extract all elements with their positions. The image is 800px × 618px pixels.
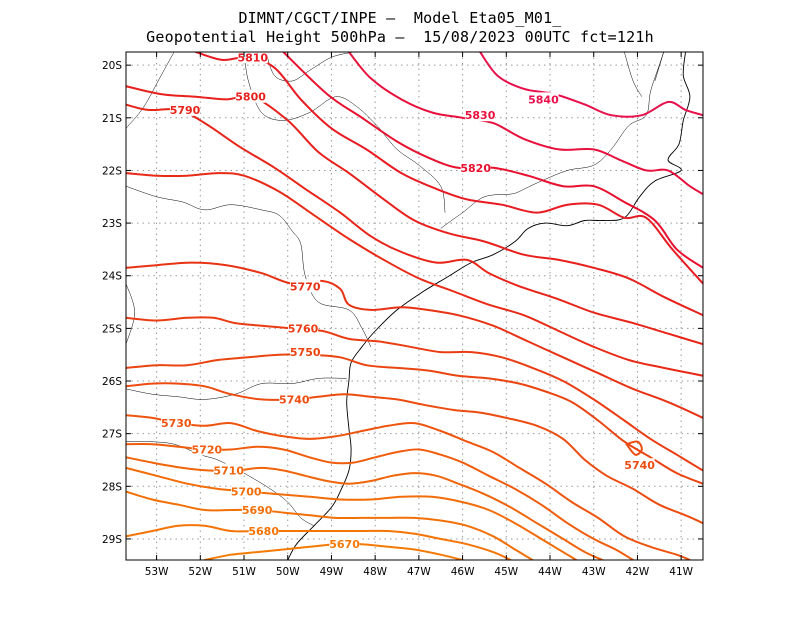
contour-label-5740: 5740 bbox=[279, 393, 310, 406]
y-tick-label: 28S bbox=[102, 481, 122, 493]
contour-5700 bbox=[126, 466, 578, 560]
state-border bbox=[265, 52, 354, 82]
contour-5680 bbox=[126, 524, 512, 560]
contour-label-bg bbox=[237, 50, 268, 64]
contour-label-bg bbox=[170, 102, 201, 116]
contour-5830 bbox=[347, 52, 703, 196]
x-tick-label: 44W bbox=[538, 566, 562, 578]
contour-label-5800: 5800 bbox=[235, 91, 266, 104]
contour-5690 bbox=[126, 490, 534, 560]
x-tick-label: 51W bbox=[232, 566, 256, 578]
contour-label-5680: 5680 bbox=[248, 525, 279, 538]
contour-label-bg bbox=[279, 392, 310, 406]
contour-label-bg bbox=[231, 484, 262, 498]
y-tick-label: 26S bbox=[102, 376, 122, 388]
contour-label-bg bbox=[624, 458, 655, 472]
state-border bbox=[624, 52, 643, 97]
contour-label-bg bbox=[288, 321, 319, 335]
coastline bbox=[287, 52, 691, 560]
x-tick-label: 52W bbox=[188, 566, 212, 578]
contour-label-5830: 5830 bbox=[465, 109, 496, 122]
contour-label-5690: 5690 bbox=[242, 504, 273, 517]
contour-label-bg bbox=[191, 442, 222, 456]
state-border bbox=[519, 52, 664, 192]
contour-label-5750: 5750 bbox=[290, 346, 321, 359]
state-border bbox=[440, 191, 520, 229]
x-tick-label: 50W bbox=[276, 566, 300, 578]
contour-5760 bbox=[126, 316, 703, 472]
contour-5740 bbox=[126, 382, 703, 525]
x-tick-label: 47W bbox=[407, 566, 431, 578]
contour-label-bg bbox=[248, 524, 279, 538]
geographic-boundaries bbox=[126, 52, 691, 560]
map-title-line-2: Geopotential Height 500hPa – 15/08/2023 … bbox=[146, 28, 654, 46]
contour-label-5840: 5840 bbox=[528, 93, 559, 106]
y-tick-label: 29S bbox=[102, 534, 122, 546]
contour-labels: 5840 5830 5820 5810 5800 5790 5770 5760 5750 5740… bbox=[161, 50, 655, 551]
plot-frame bbox=[125, 51, 704, 561]
contour-label-5770: 5770 bbox=[290, 280, 321, 293]
state-border bbox=[654, 52, 664, 82]
contour-label-5810: 5810 bbox=[237, 51, 268, 64]
contour-label-bg bbox=[235, 89, 266, 103]
contour-5730 bbox=[126, 414, 691, 560]
x-tick-label: 41W bbox=[669, 566, 693, 578]
contour-lines bbox=[126, 52, 703, 560]
contour-label-5790: 5790 bbox=[170, 104, 201, 117]
lat-lon-grid bbox=[126, 52, 703, 560]
state-border bbox=[126, 283, 135, 345]
x-tick-label: 53W bbox=[145, 566, 169, 578]
map-title-line-1: DIMNT/CGCT/INPE – Model Eta05_M01_ bbox=[238, 9, 562, 27]
contour-label-bg bbox=[290, 345, 321, 359]
contour-5810 bbox=[194, 52, 703, 285]
y-tick-label: 27S bbox=[102, 429, 122, 441]
y-tick-label: 21S bbox=[102, 113, 122, 125]
axis-ticks: 53W 52W 51W 50W 49W 48W 47W 46W 45W 44W 43W 42W 41W 2… bbox=[102, 52, 703, 578]
contour-5780 bbox=[126, 172, 703, 377]
contour-label-bg bbox=[329, 537, 360, 551]
contour-label-bg bbox=[528, 92, 559, 106]
contour-5750 bbox=[126, 353, 703, 485]
contour-5770 bbox=[126, 261, 703, 419]
y-tick-label: 24S bbox=[102, 271, 122, 283]
contour-label-bg bbox=[465, 108, 496, 122]
x-tick-label: 49W bbox=[320, 566, 344, 578]
contour-label-5670: 5670 bbox=[329, 538, 360, 551]
contour-label-bg bbox=[290, 279, 321, 293]
contour-label-5740: 5740 bbox=[624, 459, 655, 472]
contour-5820 bbox=[282, 52, 703, 269]
contour-label-5820: 5820 bbox=[460, 162, 491, 175]
contour-label-5730: 5730 bbox=[161, 417, 192, 430]
x-tick-label: 45W bbox=[494, 566, 518, 578]
contour-5790 bbox=[126, 103, 703, 346]
y-tick-label: 22S bbox=[102, 165, 122, 177]
state-border bbox=[379, 128, 446, 213]
y-tick-label: 20S bbox=[102, 60, 122, 72]
state-border bbox=[243, 52, 380, 129]
x-tick-label: 43W bbox=[582, 566, 606, 578]
contour-5740 bbox=[625, 440, 643, 456]
x-tick-label: 48W bbox=[363, 566, 387, 578]
x-tick-label: 42W bbox=[626, 566, 650, 578]
contour-label-bg bbox=[161, 416, 192, 430]
x-tick-label: 46W bbox=[451, 566, 475, 578]
contour-label-5710: 5710 bbox=[213, 465, 244, 478]
contour-label-5760: 5760 bbox=[288, 322, 319, 335]
y-tick-label: 25S bbox=[102, 323, 122, 335]
contour-label-bg bbox=[460, 160, 491, 174]
state-border bbox=[126, 52, 175, 129]
contour-label-bg bbox=[242, 502, 273, 516]
contour-5720 bbox=[126, 442, 635, 560]
contour-5800 bbox=[126, 85, 703, 317]
contour-5840 bbox=[479, 52, 703, 118]
y-tick-label: 23S bbox=[102, 218, 122, 230]
state-border bbox=[126, 185, 372, 347]
contour-label-bg bbox=[213, 463, 244, 477]
contour-label-5720: 5720 bbox=[192, 443, 223, 456]
contour-label-5700: 5700 bbox=[231, 486, 262, 499]
